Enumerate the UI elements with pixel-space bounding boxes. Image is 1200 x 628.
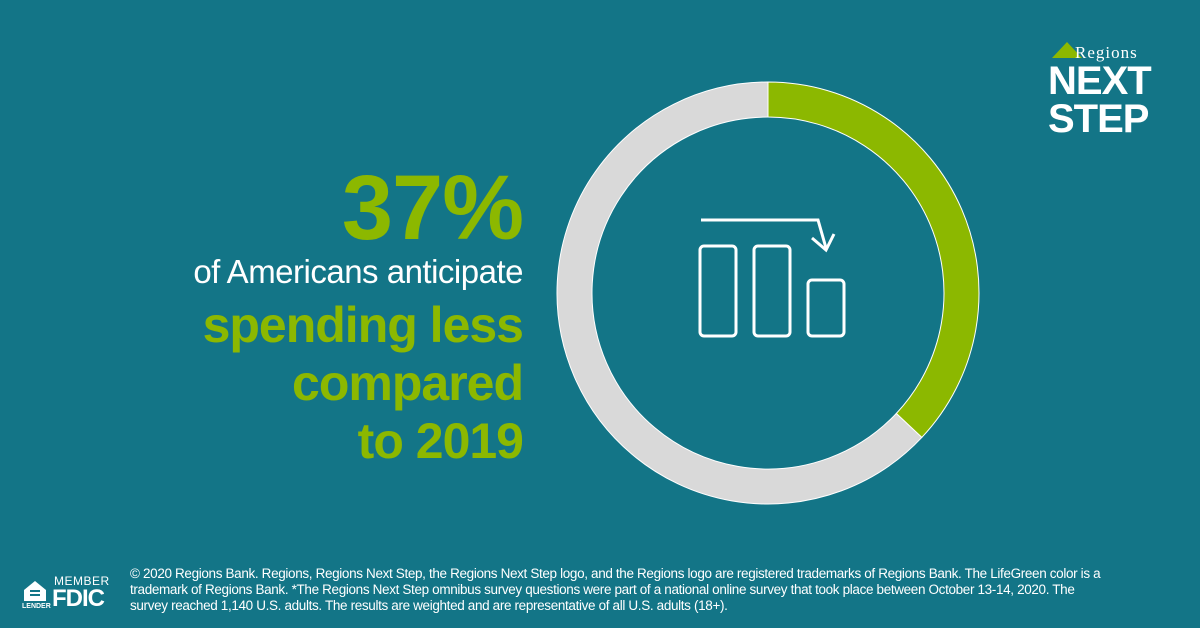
headline-percent: 37% — [341, 157, 524, 259]
highlight-line: to 2019 — [357, 413, 524, 469]
logo-line: STEP — [1048, 97, 1149, 141]
fdic-label: FDIC — [52, 585, 105, 612]
footer-line: survey reached 1,140 U.S. adults. The re… — [130, 598, 728, 613]
fdic-member: MEMBER — [54, 574, 110, 588]
equal-housing-label: LENDER — [22, 603, 51, 610]
bar-chart-decreasing-icon — [698, 218, 846, 338]
logo-product: NEXT STEP — [1048, 59, 1152, 141]
regions-leaf-icon — [1052, 42, 1082, 58]
highlight-line: compared — [292, 355, 524, 411]
footer-line: © 2020 Regions Bank. Regions, Regions Ne… — [130, 566, 1101, 581]
donut-slice-highlight — [767, 81, 980, 439]
highlight-line: spending less — [202, 297, 524, 353]
footer-line: trademark of Regions Bank. *The Regions … — [130, 582, 1075, 597]
logo-brand: Regions — [1075, 43, 1138, 62]
headline-highlight: spending less compared to 2019 — [202, 296, 524, 470]
headline-subtitle: of Americans anticipate — [193, 253, 523, 290]
footer-disclaimer: © 2020 Regions Bank. Regions, Regions Ne… — [130, 566, 1190, 614]
donut-slice-remainder — [556, 81, 923, 505]
equal-housing-icon — [24, 581, 46, 601]
logo-line: NEXT — [1048, 59, 1152, 103]
